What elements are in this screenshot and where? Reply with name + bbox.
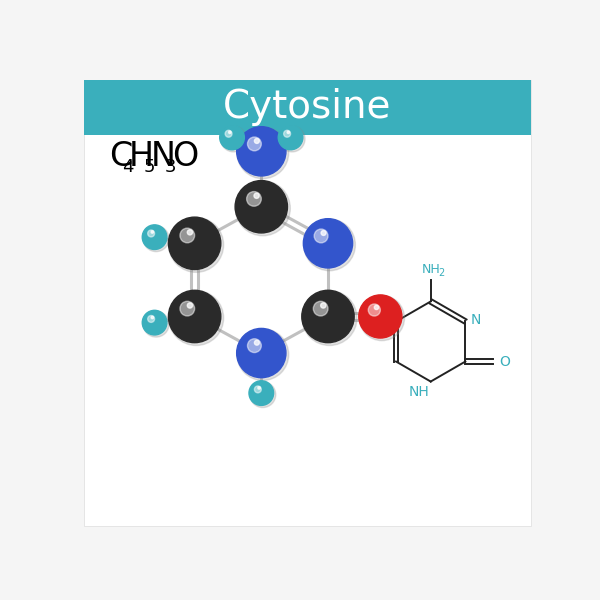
Circle shape (247, 191, 262, 206)
Text: O: O (172, 140, 198, 173)
Circle shape (180, 228, 194, 243)
Circle shape (235, 181, 290, 236)
Circle shape (169, 217, 224, 272)
Circle shape (236, 328, 286, 377)
Circle shape (302, 290, 354, 343)
Circle shape (221, 126, 247, 152)
Circle shape (304, 219, 355, 271)
Circle shape (249, 381, 274, 406)
Circle shape (169, 290, 224, 346)
Circle shape (169, 290, 221, 343)
Circle shape (148, 316, 155, 322)
Circle shape (254, 340, 259, 345)
Circle shape (287, 131, 290, 134)
Circle shape (187, 303, 193, 308)
Circle shape (180, 301, 194, 316)
Circle shape (314, 229, 328, 243)
Circle shape (248, 339, 262, 353)
Circle shape (321, 230, 326, 235)
Circle shape (237, 329, 289, 380)
Circle shape (320, 303, 326, 308)
Circle shape (187, 230, 193, 235)
Circle shape (254, 386, 262, 393)
Circle shape (142, 310, 167, 335)
Text: NH: NH (421, 263, 440, 276)
Circle shape (236, 127, 286, 176)
Circle shape (143, 311, 169, 337)
Circle shape (151, 231, 154, 233)
Text: Cytosine: Cytosine (223, 88, 392, 127)
Circle shape (220, 125, 244, 150)
Circle shape (374, 305, 379, 310)
Circle shape (148, 230, 155, 237)
Circle shape (225, 130, 232, 137)
Text: NH: NH (409, 385, 429, 400)
Circle shape (279, 126, 305, 152)
Text: 3: 3 (165, 158, 176, 176)
Circle shape (254, 193, 259, 199)
Circle shape (235, 181, 287, 233)
Circle shape (359, 295, 402, 338)
Text: 2: 2 (439, 268, 445, 278)
Circle shape (151, 316, 154, 319)
Circle shape (169, 217, 221, 269)
Circle shape (229, 131, 231, 134)
Text: O: O (499, 355, 510, 368)
Circle shape (302, 290, 357, 346)
Circle shape (278, 125, 303, 150)
Circle shape (143, 226, 169, 251)
Circle shape (359, 295, 404, 341)
FancyBboxPatch shape (84, 80, 531, 526)
Circle shape (250, 382, 276, 407)
Circle shape (313, 301, 328, 316)
Circle shape (304, 218, 353, 268)
Text: H: H (129, 140, 154, 173)
Circle shape (368, 304, 380, 316)
Circle shape (258, 386, 260, 389)
FancyBboxPatch shape (84, 80, 531, 135)
Circle shape (284, 130, 290, 137)
Text: 4: 4 (122, 158, 133, 176)
Circle shape (254, 139, 259, 143)
Circle shape (142, 225, 167, 250)
Circle shape (248, 137, 262, 151)
Circle shape (237, 127, 289, 179)
Text: N: N (151, 140, 175, 173)
Text: N: N (471, 313, 481, 327)
Text: C: C (109, 140, 132, 173)
Text: 5: 5 (143, 158, 155, 176)
